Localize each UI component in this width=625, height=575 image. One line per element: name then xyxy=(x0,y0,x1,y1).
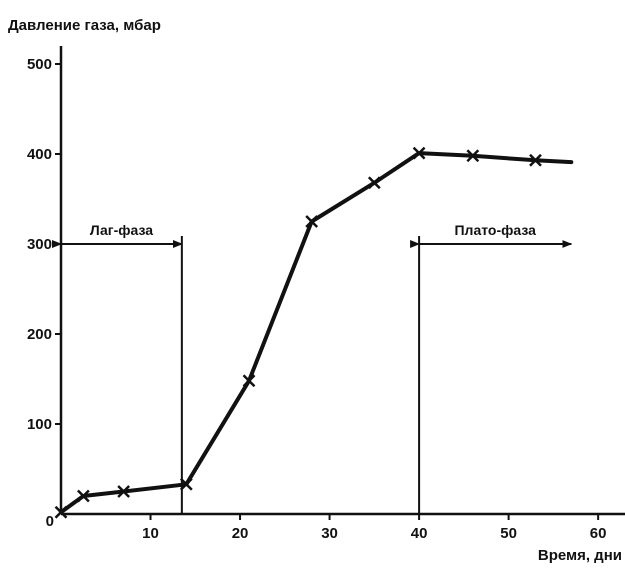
axes-layer: 0 100 200 300 400 500 10 20 30 40 50 60 xyxy=(27,46,625,542)
data-point-marker xyxy=(529,153,542,167)
y-tick-label: 200 xyxy=(27,326,52,343)
x-tick-label: 50 xyxy=(500,525,517,542)
y-tick-label: 300 xyxy=(27,236,52,253)
x-tick-label: 30 xyxy=(321,525,338,542)
marker-stroke xyxy=(367,176,381,190)
marker-stroke xyxy=(529,153,542,167)
y-tick-label: 100 xyxy=(27,416,52,433)
phase-label: Лаг-фаза xyxy=(90,222,153,238)
series-line xyxy=(59,151,574,515)
x-tick-label: 60 xyxy=(590,525,607,542)
data-point-marker xyxy=(179,477,193,491)
marker-stroke xyxy=(179,477,193,491)
phase-label: Плато-фаза xyxy=(454,222,536,238)
y-tick-label: 400 xyxy=(27,146,52,163)
data-point-marker xyxy=(76,489,90,503)
y-tick-label: 500 xyxy=(27,56,52,73)
marker-stroke xyxy=(76,489,90,503)
marker-stroke xyxy=(117,485,131,498)
x-tick-label: 10 xyxy=(142,525,159,542)
x-axis-title: Время, дни xyxy=(538,547,622,564)
series-layer xyxy=(54,146,574,519)
annotation-layer: Лаг-фаза Плато-фаза xyxy=(52,222,573,514)
marker-stroke xyxy=(305,215,319,228)
y-axis-title: Давление газа, мбар xyxy=(8,17,161,34)
x-tick-label: 40 xyxy=(411,525,428,542)
data-point-marker xyxy=(466,149,480,163)
data-point-marker xyxy=(54,505,68,519)
data-point-marker xyxy=(367,176,381,190)
data-point-marker xyxy=(305,215,319,228)
data-point-marker xyxy=(117,485,131,498)
data-point-marker xyxy=(242,374,256,388)
x-tick-label: 20 xyxy=(232,525,249,542)
marker-stroke xyxy=(54,505,68,519)
y-tick-label: 0 xyxy=(46,513,54,530)
marker-stroke xyxy=(242,374,256,388)
marker-stroke xyxy=(466,149,480,163)
marker-stroke xyxy=(412,146,426,160)
data-point-marker xyxy=(412,146,426,160)
